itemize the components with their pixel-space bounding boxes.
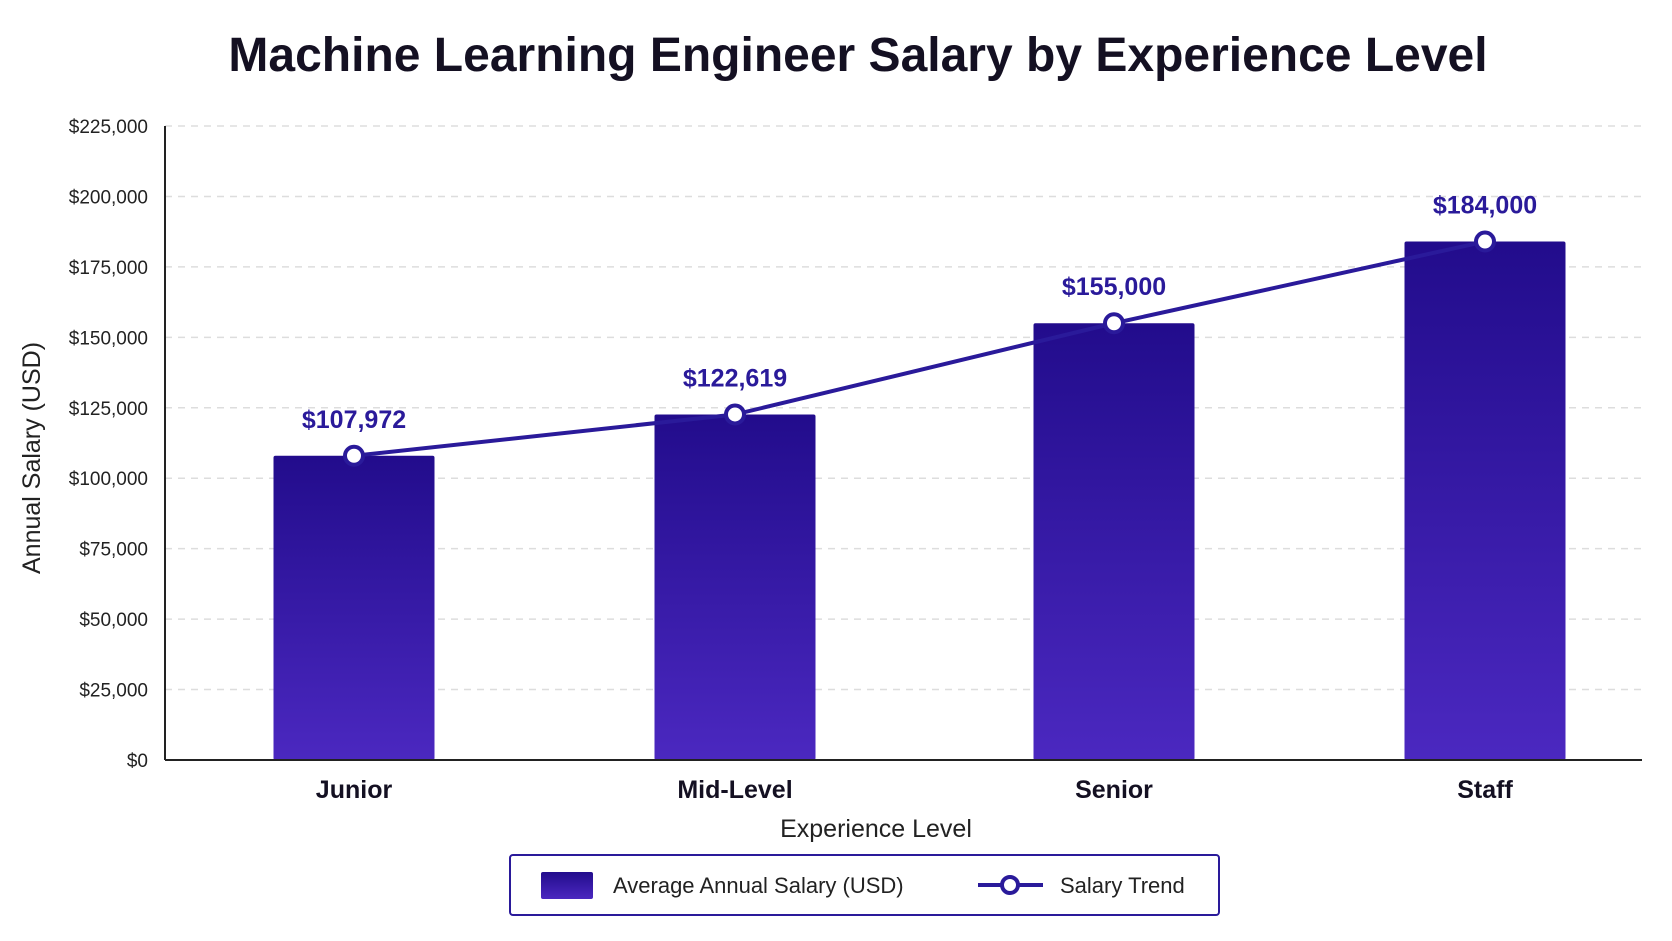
y-tick-label: $150,000 xyxy=(69,328,148,349)
y-tick-label: $75,000 xyxy=(79,540,148,561)
data-label: $155,000 xyxy=(1062,273,1166,301)
trend-point xyxy=(1474,230,1496,253)
y-tick-label: $125,000 xyxy=(69,399,148,420)
bar-senior xyxy=(1033,323,1195,760)
trend-point xyxy=(343,444,365,467)
trend-point xyxy=(724,403,746,426)
y-tick-label: $50,000 xyxy=(79,610,148,631)
y-axis-title: Annual Salary (USD) xyxy=(18,342,46,574)
legend-bar-label: Average Annual Salary (USD) xyxy=(613,873,904,898)
bars xyxy=(273,241,1566,761)
trend-point xyxy=(1103,312,1125,335)
legend: Average Annual Salary (USD) Salary Trend xyxy=(509,854,1220,916)
legend-box xyxy=(509,854,1220,916)
x-tick-label: Staff xyxy=(1457,776,1513,804)
x-axis-ticks: Junior Mid-Level Senior Staff xyxy=(316,776,1514,804)
x-tick-label: Junior xyxy=(316,776,393,804)
y-tick-label: $175,000 xyxy=(69,258,148,279)
bar-junior xyxy=(273,455,435,760)
legend-bar-swatch xyxy=(541,872,593,899)
legend-line-marker xyxy=(1000,875,1020,895)
data-label: $122,619 xyxy=(683,364,787,392)
data-label: $184,000 xyxy=(1433,192,1537,220)
legend-line-label: Salary Trend xyxy=(1060,873,1185,898)
y-tick-label: $100,000 xyxy=(69,469,148,490)
axes xyxy=(164,126,1642,761)
y-tick-label: $25,000 xyxy=(79,681,148,702)
trend-line xyxy=(353,239,1486,458)
bar-staff xyxy=(1404,241,1566,761)
chart-title: Machine Learning Engineer Salary by Expe… xyxy=(228,29,1487,82)
x-axis-title: Experience Level xyxy=(780,815,972,843)
data-label: $107,972 xyxy=(302,406,406,434)
trend-line-group xyxy=(343,230,1496,467)
bar-mid-level xyxy=(654,414,816,760)
x-tick-label: Senior xyxy=(1075,776,1153,804)
y-tick-label: $0 xyxy=(127,751,148,772)
x-tick-label: Mid-Level xyxy=(677,776,792,804)
y-tick-label: $200,000 xyxy=(69,187,148,208)
data-labels: $107,972 $122,619 $155,000 $184,000 xyxy=(302,192,1537,434)
y-axis-ticks: $0 $25,000 $50,000 $75,000 $100,000 $125,000 $… xyxy=(69,117,148,772)
y-tick-label: $225,000 xyxy=(69,117,148,138)
